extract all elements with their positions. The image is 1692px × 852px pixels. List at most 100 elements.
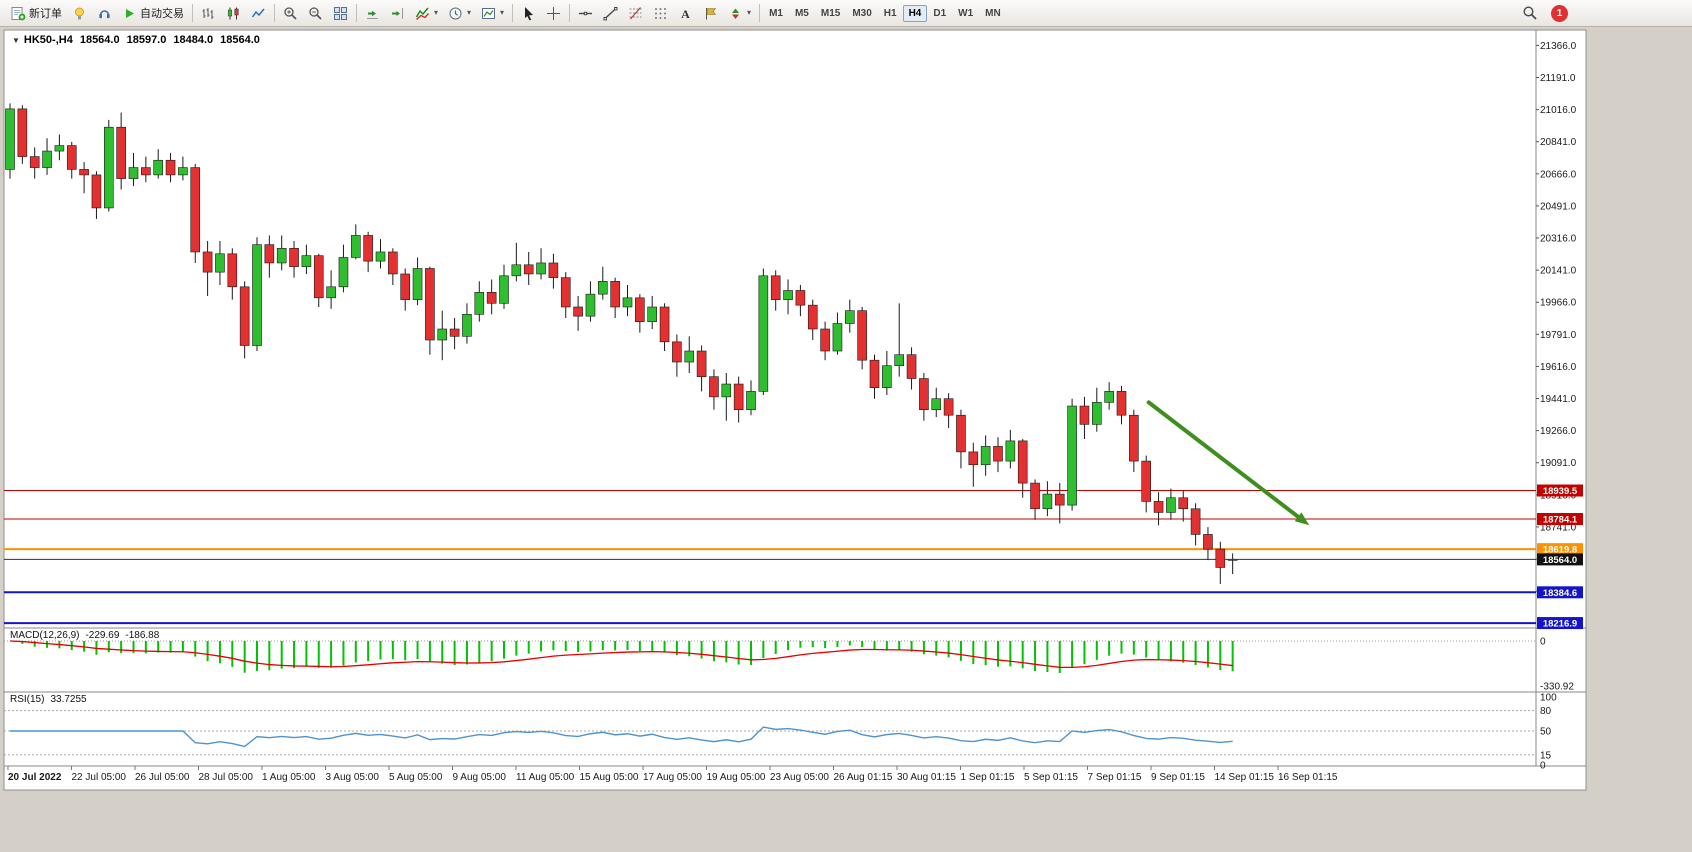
periods-button[interactable]: ▾ — [443, 1, 476, 25]
lightbulb-button[interactable] — [67, 1, 92, 25]
new-order-label: 新订单 — [29, 8, 62, 20]
svg-text:20141.0: 20141.0 — [1540, 266, 1577, 277]
svg-text:30 Aug 01:15: 30 Aug 01:15 — [897, 772, 956, 783]
indicators-icon — [415, 6, 430, 21]
timeframe-button-h1[interactable]: H1 — [883, 7, 897, 19]
headset-button[interactable] — [92, 1, 117, 25]
arrows-button[interactable]: ▾ — [723, 1, 756, 25]
toolbar-separator — [759, 4, 761, 22]
chevron-down-icon: ▾ — [747, 8, 752, 17]
timeframe-button-m15[interactable]: M15 — [820, 7, 841, 19]
toolbar-separator — [192, 4, 193, 22]
autotrading-play-icon — [122, 6, 137, 21]
svg-text:18784.1: 18784.1 — [1543, 515, 1578, 526]
autotrading-button[interactable]: 自动交易 — [117, 1, 189, 25]
timeframe-button-m1[interactable]: M1 — [769, 7, 783, 19]
search-icon — [1522, 5, 1538, 21]
horizontal-line-button[interactable] — [573, 1, 598, 25]
trendline-icon — [603, 6, 618, 21]
svg-text:19966.0: 19966.0 — [1540, 298, 1577, 309]
text-a-icon: A — [678, 6, 693, 21]
svg-text:9 Aug 05:00: 9 Aug 05:00 — [453, 772, 507, 783]
fibonacci-icon — [628, 6, 643, 21]
svg-text:18619.8: 18619.8 — [1543, 545, 1577, 556]
zoom-out-button[interactable] — [303, 1, 328, 25]
trendline-button[interactable] — [598, 1, 623, 25]
svg-text:23 Aug 05:00: 23 Aug 05:00 — [770, 772, 829, 783]
svg-text:26 Aug 01:15: 26 Aug 01:15 — [834, 772, 893, 783]
svg-text:18741.0: 18741.0 — [1540, 522, 1577, 533]
svg-text:5 Sep 01:15: 5 Sep 01:15 — [1024, 772, 1078, 783]
label-flag-icon — [703, 6, 718, 21]
high-value: 18597.0 — [126, 34, 167, 46]
timeframe-button-d1[interactable]: D1 — [933, 7, 947, 19]
low-value: 18484.0 — [173, 34, 214, 46]
text-label-button[interactable] — [698, 1, 723, 25]
svg-text:19616.0: 19616.0 — [1540, 362, 1577, 373]
timeframe-button-h4[interactable]: H4 — [902, 4, 928, 22]
crosshair-button[interactable] — [541, 1, 566, 25]
timeframe-button-mn[interactable]: MN — [985, 7, 1001, 19]
svg-text:14 Sep 01:15: 14 Sep 01:15 — [1215, 772, 1275, 783]
svg-text:1 Sep 01:15: 1 Sep 01:15 — [961, 772, 1015, 783]
toolbar: 新订单 自动交易 — [0, 0, 1692, 27]
timeframe-button-m30[interactable]: M30 — [852, 7, 872, 19]
auto-scroll-button[interactable] — [360, 1, 385, 25]
horizontal-line-icon — [578, 6, 593, 21]
chevron-down-icon: ▾ — [500, 8, 505, 17]
text-button[interactable]: A — [673, 1, 698, 25]
svg-text:0: 0 — [1540, 761, 1546, 772]
new-order-icon — [11, 6, 26, 21]
svg-text:0: 0 — [1540, 637, 1546, 648]
clock-icon — [448, 6, 463, 21]
svg-text:3 Aug 05:00: 3 Aug 05:00 — [326, 772, 380, 783]
timeframe-button-w1[interactable]: W1 — [958, 7, 974, 19]
svg-text:19 Aug 05:00: 19 Aug 05:00 — [707, 772, 766, 783]
candlestick-chart-button[interactable] — [221, 1, 246, 25]
notification-badge[interactable]: 1 — [1551, 4, 1568, 22]
svg-text:18384.6: 18384.6 — [1543, 588, 1577, 599]
zoom-out-icon — [308, 6, 323, 21]
one-click-collapse-icon[interactable]: ▼ — [12, 36, 20, 45]
svg-text:7 Sep 01:15: 7 Sep 01:15 — [1088, 772, 1142, 783]
fibonacci-button[interactable] — [623, 1, 648, 25]
bar-chart-button[interactable] — [196, 1, 221, 25]
svg-text:20666.0: 20666.0 — [1540, 169, 1577, 180]
timeframe-button-m5[interactable]: M5 — [794, 7, 809, 19]
svg-text:21191.0: 21191.0 — [1540, 73, 1576, 84]
new-order-button[interactable]: 新订单 — [6, 1, 67, 25]
line-chart-button[interactable] — [246, 1, 271, 25]
template-icon — [481, 6, 496, 21]
cursor-button[interactable] — [516, 1, 541, 25]
rsi-value: 33.7255 — [50, 694, 87, 705]
templates-button[interactable]: ▾ — [476, 1, 509, 25]
close-value: 18564.0 — [220, 34, 260, 46]
svg-text:1 Aug 05:00: 1 Aug 05:00 — [262, 772, 316, 783]
toolbar-right-cluster: 1 — [1517, 1, 1568, 25]
svg-text:19441.0: 19441.0 — [1540, 394, 1577, 405]
macd-name: MACD(12,26,9) — [10, 630, 80, 641]
crosshair-icon — [546, 6, 561, 21]
symbol-period-label: HK50-,H4 — [23, 34, 73, 46]
indicators-button[interactable]: ▾ — [410, 1, 443, 25]
zoom-in-button[interactable] — [278, 1, 303, 25]
tile-windows-button[interactable] — [328, 1, 353, 25]
chevron-down-icon: ▾ — [467, 8, 472, 17]
svg-text:20491.0: 20491.0 — [1540, 201, 1577, 212]
chart-shift-button[interactable] — [385, 1, 410, 25]
grid-button[interactable] — [648, 1, 673, 25]
svg-text:11 Aug 05:00: 11 Aug 05:00 — [516, 772, 575, 783]
svg-text:16 Sep 01:15: 16 Sep 01:15 — [1278, 772, 1338, 783]
search-button[interactable] — [1517, 1, 1543, 25]
svg-text:22 Jul 05:00: 22 Jul 05:00 — [72, 772, 127, 783]
svg-text:26 Jul 05:00: 26 Jul 05:00 — [135, 772, 190, 783]
toolbar-separator — [512, 4, 514, 22]
svg-text:18939.5: 18939.5 — [1543, 486, 1578, 497]
zoom-in-icon — [283, 6, 298, 21]
chart-info-line: ▼ HK50-,H4 18564.0 18597.0 18484.0 18564.0 — [12, 34, 260, 46]
arrows-icon — [728, 6, 743, 21]
svg-text:50: 50 — [1540, 727, 1552, 738]
svg-text:21366.0: 21366.0 — [1540, 41, 1577, 52]
